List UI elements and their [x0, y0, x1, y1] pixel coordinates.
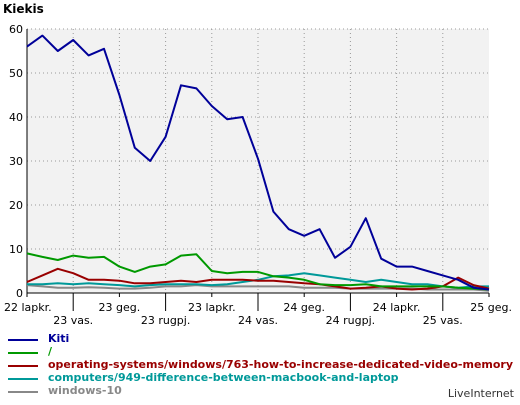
legend-swatch	[8, 378, 38, 380]
y-tick-label: 60	[9, 23, 23, 36]
y-tick-label: 30	[9, 155, 23, 168]
legend-swatch	[8, 352, 38, 354]
legend-label: /	[48, 345, 53, 358]
x-tick-label: 22 lapkr.	[4, 301, 52, 314]
legend-label: Kiti	[48, 332, 70, 345]
legend-swatch	[8, 391, 38, 393]
x-tick-label: 24 vas.	[238, 314, 278, 327]
x-tick-label: 23 rugpj.	[141, 314, 191, 327]
brand-label: LiveInternet	[447, 387, 514, 400]
series-line-operating-systems-windows-763-how-to-inc	[26, 267, 490, 291]
series-line-	[26, 252, 490, 291]
legend-label: computers/949-difference-between-macbook…	[48, 371, 399, 384]
x-tick-label: 24 rugpj.	[326, 314, 376, 327]
legend-swatch	[8, 365, 38, 367]
chart-title: Kiekis	[3, 2, 44, 16]
x-tick-label: 23 lapkr.	[188, 301, 236, 314]
y-tick-label: 20	[9, 199, 23, 212]
legend-label: operating-systems/windows/763-how-to-inc…	[48, 358, 514, 371]
x-tick-label: 25 geg.	[470, 301, 512, 314]
x-tick-label: 23 geg.	[99, 301, 141, 314]
legend-swatch	[8, 339, 38, 341]
x-tick-label: 24 lapkr.	[373, 301, 421, 314]
x-tick-label: 23 vas.	[53, 314, 93, 327]
series-line-kiti	[26, 34, 490, 291]
x-tick-label: 25 vas.	[423, 314, 463, 327]
y-tick-label: 50	[9, 67, 23, 80]
legend-label: windows-10	[48, 384, 122, 397]
y-tick-label: 10	[9, 243, 23, 256]
y-tick-label: 0	[16, 287, 23, 300]
y-tick-label: 40	[9, 111, 23, 124]
x-tick-label: 24 geg.	[283, 301, 325, 314]
